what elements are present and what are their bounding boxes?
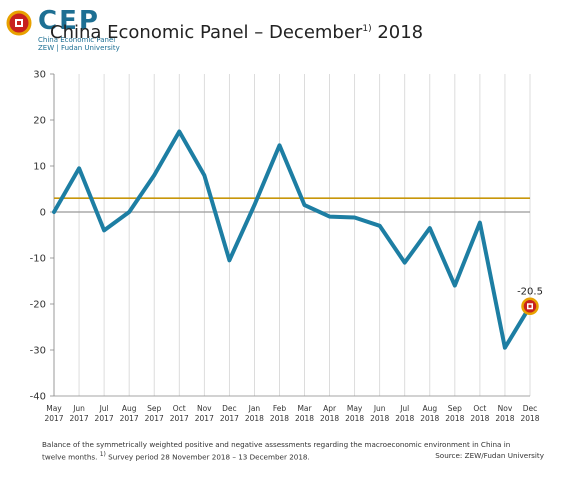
logo-text: CEP <box>38 6 100 36</box>
x-tick-label-year: 2017 <box>170 414 189 423</box>
x-tick-label-month: Nov <box>197 404 212 413</box>
x-tick-label-year: 2018 <box>245 414 264 423</box>
x-tick-label-month: Sep <box>448 404 462 413</box>
x-tick-label-year: 2018 <box>445 414 464 423</box>
footnote-line2-b: Survey period 28 November 2018 – 13 Dece… <box>105 452 310 462</box>
x-tick-label-month: May <box>46 404 62 413</box>
x-tick-label-month: Jun <box>373 404 386 413</box>
cep-logo: CEP China Economic Panel ZEW | Fudan Uni… <box>6 4 146 54</box>
y-tick-label: -10 <box>30 254 46 265</box>
last-value-marker-core <box>528 304 532 308</box>
y-tick-label: -30 <box>30 346 46 357</box>
x-tick-label-year: 2017 <box>70 414 89 423</box>
x-tick-label-year: 2018 <box>520 414 539 423</box>
x-tick-label-month: Feb <box>273 404 287 413</box>
x-tick-label-month: Jul <box>399 404 409 413</box>
x-tick-label-year: 2018 <box>345 414 364 423</box>
x-tick-label-month: Dec <box>523 404 538 413</box>
x-tick-label-month: Apr <box>323 404 337 413</box>
x-tick-label-year: 2018 <box>395 414 414 423</box>
y-tick-label: 10 <box>33 162 46 173</box>
y-tick-label: -40 <box>30 392 46 403</box>
x-tick-label-month: Aug <box>422 404 437 413</box>
footnote: Balance of the symmetrically weighted po… <box>42 440 548 462</box>
series-line <box>52 129 532 350</box>
x-tick-label-year: 2018 <box>320 414 339 423</box>
x-tick-label-year: 2017 <box>220 414 239 423</box>
x-tick-label-year: 2018 <box>495 414 514 423</box>
cep-logo-icon <box>6 10 32 36</box>
x-tick-label-year: 2017 <box>145 414 164 423</box>
title-main: China Economic Panel – December <box>50 22 363 43</box>
chart-title: China Economic Panel – December1) 2018 <box>50 22 570 43</box>
x-tick-label-month: Oct <box>473 404 486 413</box>
footnote-sup: 1) <box>99 451 106 458</box>
x-tick-label-month: Aug <box>122 404 137 413</box>
y-tick-label: -20 <box>30 300 46 311</box>
title-footnote-mark: 1) <box>362 24 372 34</box>
x-tick-label-month: Sep <box>147 404 161 413</box>
title-year: 2018 <box>371 22 424 43</box>
x-tick-label-month: Mar <box>297 404 312 413</box>
y-tick-label: 0 <box>40 208 46 219</box>
y-tick-label: 30 <box>33 70 46 81</box>
line-chart: 3020100-10-20-30-40May2017Jun2017Jul2017… <box>30 70 543 424</box>
x-tick-label-year: 2017 <box>120 414 139 423</box>
x-tick-label-year: 2018 <box>420 414 439 423</box>
x-tick-label-month: Nov <box>498 404 513 413</box>
source-note: Source: ZEW/Fudan University <box>435 451 544 460</box>
x-tick-label-year: 2017 <box>44 414 63 423</box>
x-tick-label-year: 2018 <box>370 414 389 423</box>
x-tick-label-month: Jul <box>99 404 109 413</box>
x-tick-label-year: 2017 <box>95 414 114 423</box>
x-tick-label-year: 2017 <box>195 414 214 423</box>
x-tick-label-month: Jan <box>248 404 261 413</box>
x-tick-label-year: 2018 <box>270 414 289 423</box>
logo-subtitle: China Economic Panel <box>38 36 116 44</box>
x-tick-label-year: 2018 <box>295 414 314 423</box>
x-tick-label-month: May <box>347 404 363 413</box>
y-tick-label: 20 <box>33 116 46 127</box>
x-tick-label-month: Dec <box>222 404 237 413</box>
footnote-line2: twelve months. 1) Survey period 28 Novem… <box>42 450 548 462</box>
footnote-line2-a: twelve months. <box>42 452 100 462</box>
x-tick-label-month: Oct <box>173 404 186 413</box>
last-value-label: -20.5 <box>517 286 543 297</box>
logo-affiliation: ZEW | Fudan University <box>38 44 120 52</box>
footnote-line1: Balance of the symmetrically weighted po… <box>42 440 511 449</box>
x-tick-label-month: Jun <box>72 404 85 413</box>
x-tick-label-year: 2018 <box>470 414 489 423</box>
